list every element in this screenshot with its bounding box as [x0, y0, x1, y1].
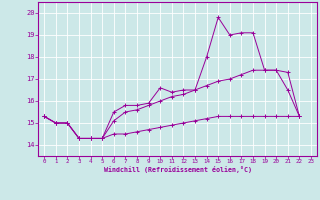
X-axis label: Windchill (Refroidissement éolien,°C): Windchill (Refroidissement éolien,°C): [104, 166, 252, 173]
